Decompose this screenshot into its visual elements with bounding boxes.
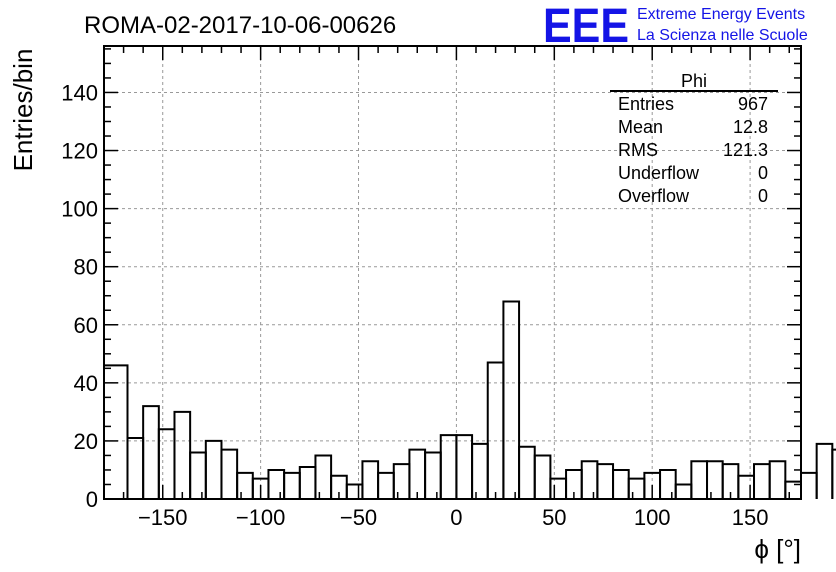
stats-label-overflow: Overflow [618, 186, 690, 206]
tick-labels: −150 −100 −50 0 50 100 150 0 20 40 60 80 100 120 140 [61, 80, 768, 530]
stats-label-mean: Mean [618, 117, 663, 137]
x-tick-label: 0 [450, 505, 462, 530]
stats-box: Phi Entries 967 Mean 12.8 RMS 121.3 Unde… [610, 71, 778, 206]
x-tick-label: −150 [138, 505, 188, 530]
y-axis-label: Entries/bin [8, 49, 38, 172]
histogram-bin [533, 454, 552, 499]
eee-logo-line2: La Scienza nelle Scuole [637, 27, 808, 44]
y-tick-label: 100 [61, 197, 98, 222]
stats-label-underflow: Underflow [618, 163, 700, 183]
x-tick-label: −100 [236, 505, 286, 530]
x-tick-label: 150 [732, 505, 769, 530]
stats-label-entries: Entries [618, 94, 674, 114]
x-tick-label: 50 [542, 505, 566, 530]
stats-value-entries: 967 [738, 94, 768, 114]
y-tick-label: 140 [61, 80, 98, 105]
stats-value-overflow: 0 [758, 186, 768, 206]
x-tick-label: 100 [634, 505, 671, 530]
stats-value-underflow: 0 [758, 163, 768, 183]
y-tick-label: 0 [86, 487, 98, 512]
y-tick-label: 120 [61, 139, 98, 164]
histogram-bin [831, 448, 836, 499]
x-tick-label: −50 [340, 505, 377, 530]
eee-logo: EEE [543, 0, 629, 53]
stats-value-mean: 12.8 [733, 117, 768, 137]
y-tick-label: 40 [74, 371, 98, 396]
plot-frame [103, 45, 802, 500]
stats-title: Phi [681, 71, 707, 91]
chart-title: ROMA-02-2017-10-06-00626 [84, 12, 396, 39]
eee-logo-line1: Extreme Energy Events [637, 6, 805, 23]
y-tick-label: 20 [74, 429, 98, 454]
histogram-bin [768, 460, 787, 499]
x-axis-label: ϕ [°] [754, 534, 801, 564]
y-tick-label: 60 [74, 313, 98, 338]
histogram-bin [502, 300, 521, 499]
stats-value-rms: 121.3 [723, 140, 768, 160]
stats-label-rms: RMS [618, 140, 658, 160]
y-tick-label: 80 [74, 255, 98, 280]
